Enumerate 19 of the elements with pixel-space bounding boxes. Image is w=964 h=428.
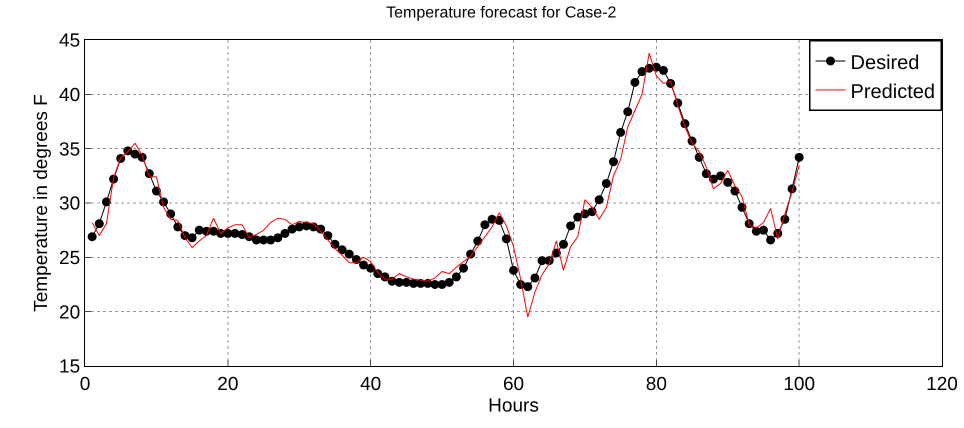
- y-tick-label: 35: [59, 139, 80, 160]
- y-tick-label: 25: [59, 248, 80, 269]
- x-tick-label: 0: [80, 374, 90, 395]
- legend-label: Desired: [850, 52, 920, 74]
- x-axis-title: Hours: [488, 396, 539, 417]
- y-tick-label: 40: [59, 84, 80, 106]
- legend-label: Predicted: [850, 80, 935, 103]
- y-axis-title: Temperature in degrees F: [30, 94, 52, 312]
- x-tick-label: 80: [646, 374, 667, 395]
- y-tick-label: 20: [59, 302, 80, 324]
- x-tick-label: 40: [360, 374, 382, 395]
- x-tick-label: 60: [502, 374, 524, 395]
- y-tick-label: 45: [59, 30, 80, 52]
- y-tick-label: 30: [59, 194, 80, 215]
- x-tick-label: 120: [926, 374, 958, 395]
- chart-title: Temperature forecast for Case-2: [386, 4, 617, 22]
- x-tick-label: 20: [217, 374, 238, 395]
- x-tick-label: 100: [783, 374, 816, 395]
- y-tick-label: 15: [59, 356, 80, 378]
